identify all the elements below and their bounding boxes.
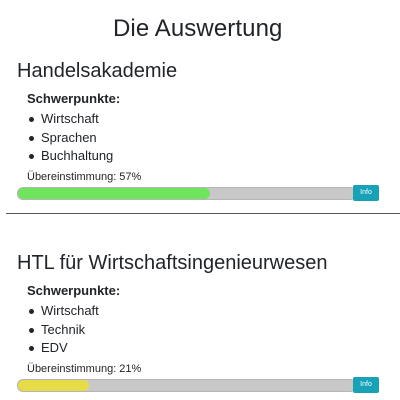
focus-item-label: Wirtschaft (41, 303, 99, 318)
bullet-icon (29, 117, 34, 122)
focus-label: Schwerpunkte: (27, 283, 121, 298)
match-label: Übereinstimmung: (27, 170, 117, 183)
focus-item-label: Sprachen (41, 129, 97, 145)
page-title: Die Auswertung (113, 15, 283, 42)
list-item: Technik (27, 321, 400, 340)
focus-item-label: Technik (41, 321, 86, 337)
list-item: EDV (27, 339, 400, 358)
section-divider (6, 213, 400, 214)
match-label: Übereinstimmung: (27, 362, 117, 375)
match-row: Übereinstimmung: 57% (27, 170, 400, 184)
bullet-icon (29, 154, 34, 159)
progress-row: Info (17, 376, 379, 395)
match-percentage: 21% (119, 362, 142, 375)
bullet-icon (29, 309, 34, 314)
bullet-icon (29, 327, 34, 333)
school-name: Handelsakademie (17, 60, 178, 82)
list-item: Sprachen (27, 129, 400, 148)
match-progress-bar (17, 378, 356, 392)
bullet-icon (29, 135, 34, 141)
focus-item-label: Buchhaltung (41, 148, 114, 163)
school-card-handelsakademie: Handelsakademie Schwerpunkte: Wirtschaft… (17, 58, 400, 203)
focus-list: Wirtschaft Technik EDV (17, 302, 400, 358)
progress-row: Info (17, 184, 379, 203)
list-item: Buchhaltung (27, 147, 400, 166)
match-progress-fill (18, 187, 211, 199)
info-button[interactable]: Info (353, 376, 379, 393)
match-progress-fill (18, 379, 89, 391)
match-percentage: 57% (119, 170, 142, 183)
match-row: Übereinstimmung: 21% (27, 362, 400, 376)
focus-item-label: EDV (41, 340, 68, 355)
school-card-htl: HTL für Wirtschaftsingenieurwesen Schwer… (17, 250, 400, 395)
focus-label: Schwerpunkte: (27, 91, 121, 106)
school-name: HTL für Wirtschaftsingenieurwesen (17, 252, 328, 274)
bullet-icon (29, 346, 34, 351)
focus-item-label: Wirtschaft (41, 111, 99, 126)
match-progress-bar (17, 186, 356, 200)
focus-list: Wirtschaft Sprachen Buchhaltung (17, 110, 400, 166)
info-button[interactable]: Info (353, 184, 379, 201)
list-item: Wirtschaft (27, 302, 400, 321)
list-item: Wirtschaft (27, 110, 400, 129)
